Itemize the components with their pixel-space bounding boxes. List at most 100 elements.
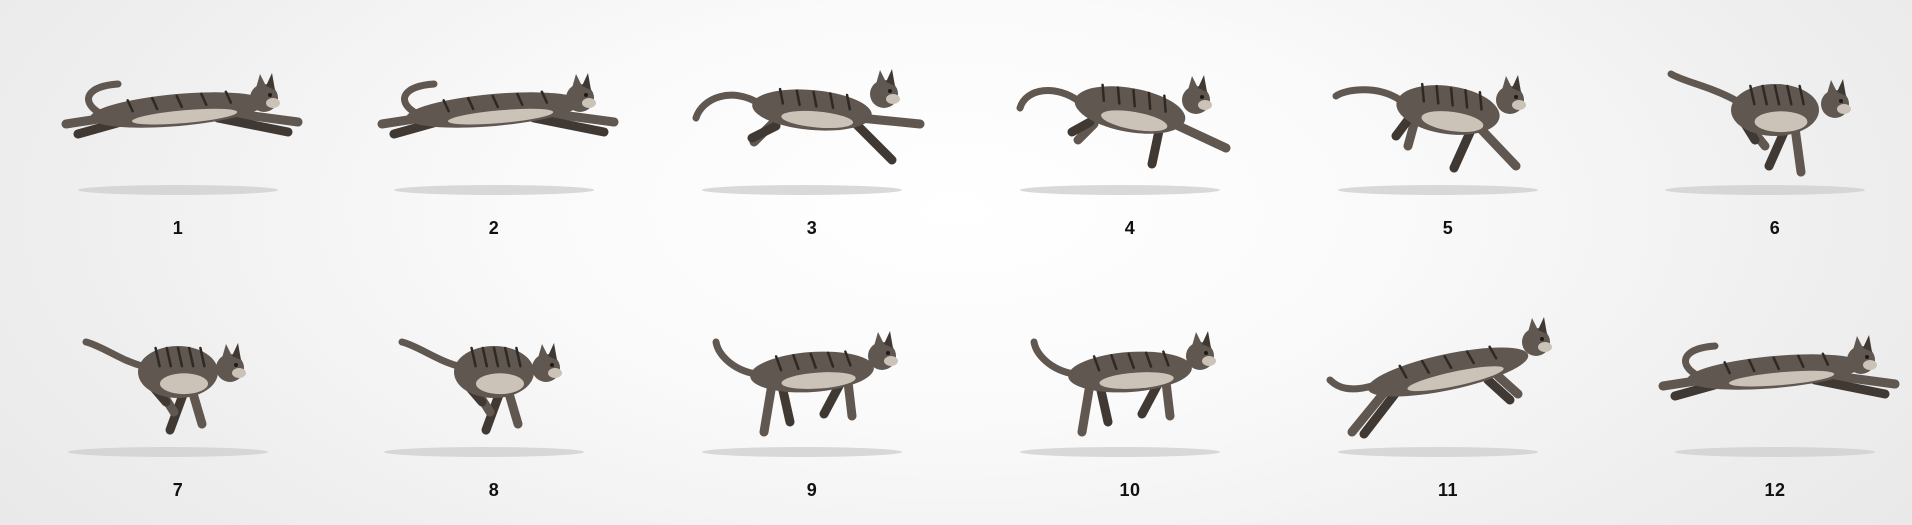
cat-tail (401, 80, 438, 116)
cat-stripe (844, 350, 852, 367)
cat-belly (448, 108, 554, 125)
frame-number: 9 (806, 480, 818, 500)
cat-leg (759, 379, 777, 437)
cat-leg (1137, 379, 1163, 419)
cat-stripe (1449, 86, 1454, 107)
cat-belly (1101, 110, 1168, 132)
ground-shadow (394, 185, 594, 195)
cat-stripe (826, 351, 835, 368)
cat-ear (1202, 331, 1211, 348)
cat-ear (538, 344, 548, 358)
cat-stripe (1464, 88, 1469, 109)
cat-ear (1198, 75, 1207, 92)
cat-stripe (200, 92, 208, 106)
cat-tail (1682, 342, 1719, 378)
cat-ear (1538, 317, 1547, 334)
cat-ear (572, 74, 582, 88)
cat-eye (1540, 337, 1544, 341)
frame-number: 8 (488, 480, 500, 500)
cat-stripe (778, 87, 785, 105)
animation-frame: 8 (344, 262, 644, 522)
frame-number: 5 (1442, 218, 1454, 238)
cat-stripe (1723, 361, 1731, 375)
animation-frame: 5 (1298, 0, 1598, 260)
cat-ear (266, 73, 275, 90)
cat-eye (584, 93, 588, 97)
cat-stripe (1127, 352, 1135, 369)
cat-leg (1483, 375, 1515, 405)
cat-stripe (165, 346, 173, 368)
cat-muzzle (232, 368, 246, 378)
cat-figure (702, 331, 902, 457)
cat-stripe (1163, 94, 1167, 113)
cat-stripe (1749, 84, 1756, 106)
cat-eye (1200, 95, 1204, 99)
cat-tail (85, 80, 122, 116)
frame-number: 10 (1119, 480, 1141, 500)
cat-body (1367, 347, 1529, 397)
cat-sprite (377, 73, 619, 195)
cat-stripe (1821, 352, 1830, 366)
cat-stripe (1443, 355, 1453, 370)
cat-leg (1473, 121, 1521, 171)
cat-stripe (224, 90, 233, 104)
cat-muzzle (548, 368, 562, 378)
cat-figure (1332, 75, 1538, 195)
cat-ear (884, 331, 893, 348)
cat-ear (1192, 332, 1202, 346)
cat-muzzle (1512, 100, 1526, 110)
ground-shadow (702, 447, 902, 457)
cat-eye (886, 351, 890, 355)
cat-leg (1391, 115, 1413, 141)
cat-stripe (1162, 350, 1170, 367)
cat-muzzle (886, 94, 900, 104)
cat-stripe (176, 346, 184, 368)
cat-ear (1853, 336, 1863, 350)
cat-stripe (466, 96, 475, 111)
cat-eye (1204, 351, 1208, 355)
animation-frame: 2 (344, 0, 644, 260)
cat-leg (777, 381, 795, 427)
cat-stripe (175, 94, 183, 109)
cat-stripe (1116, 86, 1121, 105)
cat-ear (232, 343, 241, 360)
cat-sprite (384, 338, 584, 457)
cat-stripe (515, 346, 522, 368)
frame-number: 4 (1124, 218, 1136, 238)
frame-number: 7 (172, 480, 184, 500)
cat-muzzle (1198, 100, 1212, 110)
cat-tail (712, 338, 760, 378)
cat-ear (548, 343, 557, 360)
frame-number: 1 (172, 218, 184, 238)
cat-tail (1332, 86, 1404, 104)
cat-leg (1067, 117, 1095, 137)
cat-belly (781, 372, 856, 389)
animation-frame: 6 (1625, 0, 1912, 260)
cat-ear (1188, 76, 1198, 90)
cat-stripe (1110, 354, 1118, 371)
cat-eye (1514, 95, 1518, 99)
cat-leg (549, 109, 619, 127)
cat-eye (1839, 99, 1843, 103)
frame-number: 11 (1437, 480, 1459, 500)
cat-figure (1658, 335, 1900, 457)
cat-body (1687, 354, 1863, 390)
cat-tail (82, 338, 146, 370)
cat-figure (68, 338, 268, 457)
ground-shadow (1020, 185, 1220, 195)
cat-stripe (792, 354, 800, 371)
ground-shadow (702, 185, 902, 195)
cat-figure (1020, 331, 1220, 457)
cat-muzzle (1837, 104, 1851, 114)
animation-frame: 9 (662, 262, 962, 522)
cat-eye (268, 93, 272, 97)
cat-leg (1810, 375, 1890, 399)
cat-body (90, 92, 266, 128)
cat-stripe (829, 92, 835, 110)
ground-shadow (384, 447, 584, 457)
cat-eye (888, 89, 892, 93)
cat-belly (781, 110, 854, 129)
cat-leg (843, 377, 857, 421)
cat-ear (874, 332, 884, 346)
